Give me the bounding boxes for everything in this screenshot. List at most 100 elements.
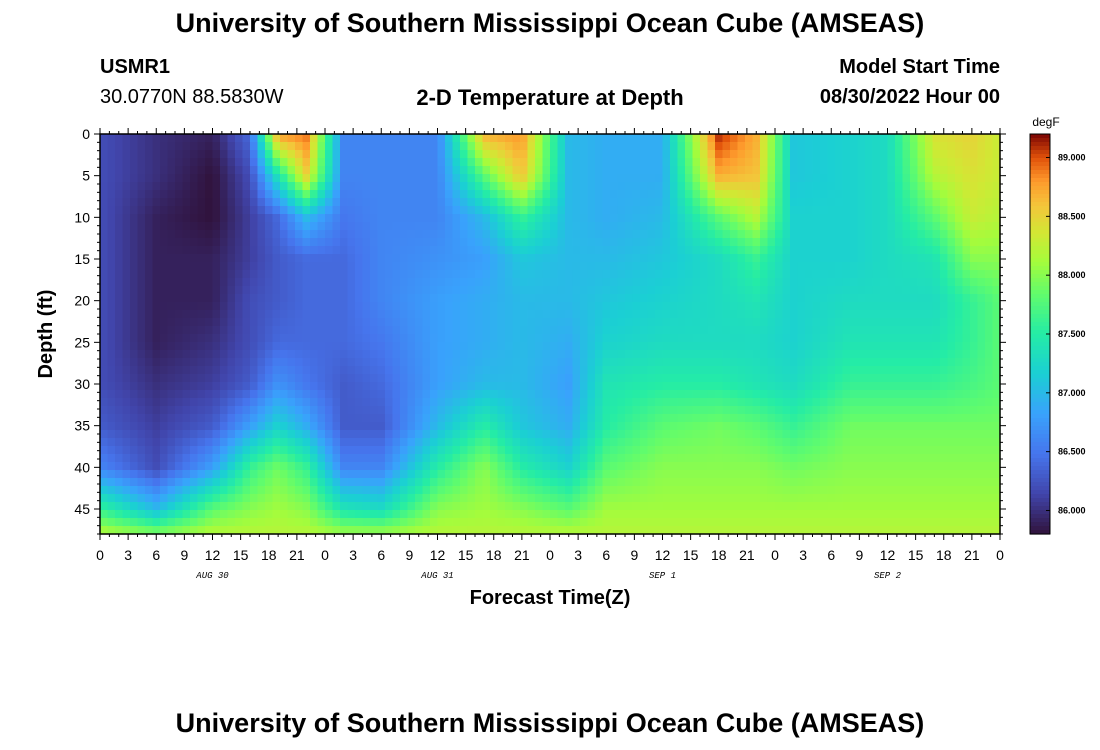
heatmap-cell <box>685 142 694 151</box>
heatmap-cell <box>505 294 514 303</box>
heatmap-cell <box>707 510 716 519</box>
heatmap-cell <box>745 502 754 511</box>
heatmap-cell <box>752 446 761 455</box>
heatmap-cell <box>220 486 229 495</box>
heatmap-cell <box>550 350 559 359</box>
heatmap-cell <box>572 430 581 439</box>
heatmap-cell <box>602 446 611 455</box>
heatmap-cell <box>782 230 791 239</box>
heatmap-cell <box>242 430 251 439</box>
heatmap-cell <box>775 510 784 519</box>
heatmap-cell <box>407 438 416 447</box>
heatmap-cell <box>737 270 746 279</box>
heatmap-cell <box>280 198 289 207</box>
heatmap-cell <box>580 302 589 311</box>
heatmap-cell <box>482 502 491 511</box>
heatmap-cell <box>625 438 634 447</box>
heatmap-cell <box>167 302 176 311</box>
heatmap-cell <box>302 254 311 263</box>
heatmap-cell <box>550 142 559 151</box>
heatmap-cell <box>827 182 836 191</box>
heatmap-cell <box>197 438 206 447</box>
heatmap-cell <box>685 222 694 231</box>
heatmap-cell <box>272 526 281 535</box>
heatmap-cell <box>632 446 641 455</box>
heatmap-cell <box>497 526 506 535</box>
heatmap-cell <box>722 374 731 383</box>
heatmap-cell <box>452 262 461 271</box>
heatmap-cell <box>250 358 259 367</box>
heatmap-cell <box>130 374 139 383</box>
heatmap-cell <box>377 350 386 359</box>
heatmap-cell <box>385 326 394 335</box>
heatmap-cell <box>377 366 386 375</box>
heatmap-cell <box>790 502 799 511</box>
heatmap-cell <box>475 294 484 303</box>
heatmap-cell <box>805 142 814 151</box>
heatmap-cell <box>625 526 634 535</box>
heatmap-cell <box>332 198 341 207</box>
heatmap-cell <box>302 366 311 375</box>
heatmap-cell <box>557 510 566 519</box>
heatmap-cell <box>722 230 731 239</box>
heatmap-cell <box>557 238 566 247</box>
heatmap-cell <box>392 390 401 399</box>
heatmap-cell <box>265 278 274 287</box>
heatmap-cell <box>280 326 289 335</box>
heatmap-cell <box>160 302 169 311</box>
heatmap-cell <box>317 158 326 167</box>
heatmap-cell <box>595 190 604 199</box>
heatmap-cell <box>617 310 626 319</box>
heatmap-cell <box>362 150 371 159</box>
heatmap-cell <box>107 454 116 463</box>
heatmap-cell <box>422 358 431 367</box>
heatmap-cell <box>662 238 671 247</box>
heatmap-cell <box>565 246 574 255</box>
heatmap-cell <box>197 454 206 463</box>
heatmap-cell <box>400 262 409 271</box>
heatmap-cell <box>452 182 461 191</box>
heatmap-cell <box>767 342 776 351</box>
heatmap-cell <box>647 246 656 255</box>
heatmap-cell <box>122 310 131 319</box>
heatmap-cell <box>775 134 784 143</box>
heatmap-cell <box>820 318 829 327</box>
heatmap-cell <box>340 390 349 399</box>
heatmap-cell <box>422 422 431 431</box>
heatmap-cell <box>310 302 319 311</box>
heatmap-cell <box>295 190 304 199</box>
heatmap-cell <box>827 438 836 447</box>
heatmap-cell <box>602 438 611 447</box>
heatmap-cell <box>130 526 139 535</box>
heatmap-cell <box>632 526 641 535</box>
heatmap-cell <box>640 326 649 335</box>
heatmap-cell <box>565 406 574 415</box>
heatmap-cell <box>520 430 529 439</box>
heatmap-cell <box>400 230 409 239</box>
heatmap-cell <box>407 510 416 519</box>
heatmap-cell <box>760 398 769 407</box>
heatmap-cell <box>520 446 529 455</box>
heatmap-cell <box>482 214 491 223</box>
heatmap-cell <box>175 446 184 455</box>
heatmap-cell <box>512 198 521 207</box>
heatmap-cell <box>692 334 701 343</box>
heatmap-cell <box>152 190 161 199</box>
heatmap-cell <box>340 486 349 495</box>
heatmap-cell <box>235 382 244 391</box>
heatmap-cell <box>205 446 214 455</box>
heatmap-cell <box>835 342 844 351</box>
heatmap-cell <box>707 406 716 415</box>
heatmap-cell <box>467 350 476 359</box>
heatmap-cell <box>160 422 169 431</box>
heatmap-cell <box>242 438 251 447</box>
heatmap-cell <box>835 382 844 391</box>
heatmap-cell <box>437 502 446 511</box>
heatmap-cell <box>325 326 334 335</box>
heatmap-cell <box>617 278 626 287</box>
heatmap-cell <box>302 374 311 383</box>
heatmap-cell <box>730 462 739 471</box>
heatmap-cell <box>482 390 491 399</box>
heatmap-cell <box>407 526 416 535</box>
heatmap-cell <box>265 406 274 415</box>
